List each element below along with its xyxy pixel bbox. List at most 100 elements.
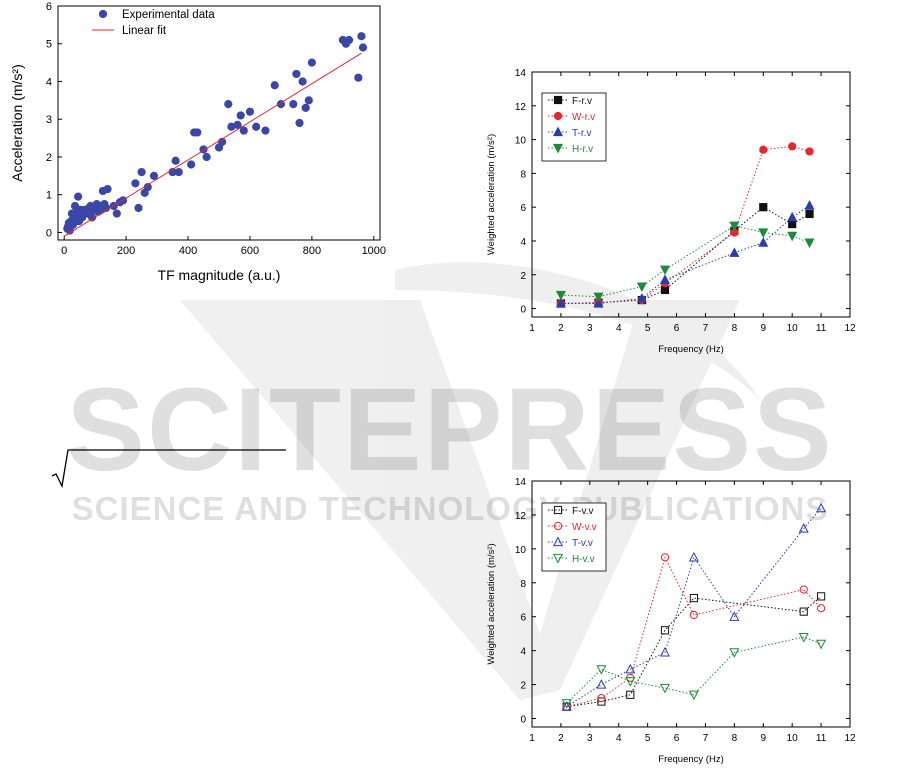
data-point <box>816 604 826 613</box>
legend-item: H-r.v <box>548 143 593 155</box>
data-point <box>689 593 698 603</box>
chart-acceleration-vs-tf: 0 200 400 600 800 1000 0 1 2 3 4 5 6 TF magnitude (a.… <box>9 1 386 283</box>
data-point <box>729 221 740 232</box>
series-line <box>560 145 810 304</box>
y-axis-ticks: 0 2 4 6 8 10 12 14 <box>515 68 850 316</box>
x-tick-label: 800 <box>303 245 321 257</box>
data-point <box>816 592 826 601</box>
y-tick-label: 14 <box>515 68 527 79</box>
y-tick-label: 0 <box>46 227 52 239</box>
data-point <box>659 274 671 284</box>
y-tick-label: 2 <box>520 271 526 282</box>
y-axis-label: Weighted acceleration (m/s²) <box>486 543 497 664</box>
x-tick-label: 11 <box>816 323 827 334</box>
y-tick-label: 6 <box>520 613 526 624</box>
series-f-r-v <box>556 203 814 308</box>
legend-marker <box>553 95 563 105</box>
legend-label: T-r.v <box>572 128 591 139</box>
plot-frame <box>531 71 851 318</box>
x-tick-label: 3 <box>587 733 593 744</box>
data-point <box>344 35 354 45</box>
x-tick-label: 4 <box>616 323 622 334</box>
data-point <box>636 292 647 303</box>
x-tick-label: 2 <box>558 733 564 744</box>
y-tick-label: 8 <box>520 169 526 180</box>
data-point <box>555 290 566 301</box>
x-tick-label: 1 <box>529 323 535 334</box>
x-tick-label: 400 <box>179 245 197 257</box>
data-point <box>354 73 363 82</box>
data-point <box>804 238 815 249</box>
data-point <box>799 607 808 616</box>
data-point <box>729 611 740 621</box>
data-point <box>261 126 270 135</box>
data-point <box>193 128 202 137</box>
x-tick-label: 10 <box>787 733 799 744</box>
plot-frame <box>531 480 851 728</box>
x-tick-label: 12 <box>844 733 856 744</box>
data-point <box>202 152 211 162</box>
x-axis-label: Frequency (Hz) <box>658 344 723 355</box>
plot-frame <box>57 5 381 241</box>
legend-label: Experimental data <box>122 9 215 21</box>
data-point <box>659 265 671 276</box>
data-point <box>788 219 797 229</box>
data-point <box>233 120 242 129</box>
y-tick-label: 3 <box>46 114 52 126</box>
data-point <box>561 699 572 709</box>
data-point <box>625 663 636 674</box>
x-tick-label: 1000 <box>362 245 386 257</box>
legend-marker <box>553 505 563 515</box>
y-tick-label: 10 <box>515 545 527 556</box>
data-point <box>758 228 769 238</box>
data-point <box>729 247 740 257</box>
data-point <box>816 502 827 513</box>
y-tick-label: 2 <box>46 152 52 164</box>
y-tick-label: 4 <box>520 647 526 658</box>
data-point <box>252 122 261 131</box>
legend: F-v.v W-v.v T-v.v H-v.v <box>541 502 607 572</box>
x-tick-label: 6 <box>674 323 680 334</box>
legend-item: W-r.v <box>548 111 595 123</box>
y-tick-label: 6 <box>520 203 526 214</box>
x-tick-label: 600 <box>241 245 259 257</box>
legend-item: F-v.v <box>548 505 593 517</box>
data-point <box>805 147 814 156</box>
data-point <box>149 171 159 180</box>
y-tick-label: 6 <box>46 1 52 13</box>
legend-marker <box>553 111 563 121</box>
data-point <box>74 192 83 201</box>
data-point <box>788 142 797 151</box>
y-axis-label: Acceleration (m/s²) <box>9 64 25 181</box>
legend-item: H-v.v <box>548 553 595 565</box>
data-point <box>236 111 245 120</box>
data-point <box>295 118 304 128</box>
data-point <box>805 209 814 219</box>
data-point <box>137 167 146 177</box>
x-axis-label: Frequency (Hz) <box>658 754 723 765</box>
data-point <box>688 551 699 562</box>
x-tick-label: 0 <box>61 245 67 257</box>
data-point <box>816 639 827 650</box>
series-linear-fit <box>63 52 362 237</box>
data-point <box>187 160 196 169</box>
x-tick-label: 8 <box>732 323 738 334</box>
data-point <box>659 646 671 657</box>
x-tick-label: 5 <box>645 323 651 334</box>
legend-label: W-v.v <box>572 522 597 533</box>
data-point <box>174 167 183 177</box>
data-point <box>660 553 670 562</box>
data-point <box>596 665 607 675</box>
x-tick-label: 3 <box>587 323 593 334</box>
legend-label: H-v.v <box>572 554 595 565</box>
series-h-r-v <box>555 221 815 303</box>
legend-item: W-v.v <box>548 521 597 533</box>
data-point <box>798 523 809 533</box>
x-axis-ticks: 1 2 3 4 5 6 7 8 9 10 11 12 <box>529 481 856 744</box>
x-tick-label: 7 <box>703 733 709 744</box>
y-tick-label: 8 <box>520 579 526 590</box>
data-point <box>729 648 740 658</box>
watermark-sub: SCIENCE AND TECHNOLOGY PUBLICATIONS <box>72 490 829 527</box>
x-axis-ticks: 0 200 400 600 800 1000 <box>61 236 386 257</box>
